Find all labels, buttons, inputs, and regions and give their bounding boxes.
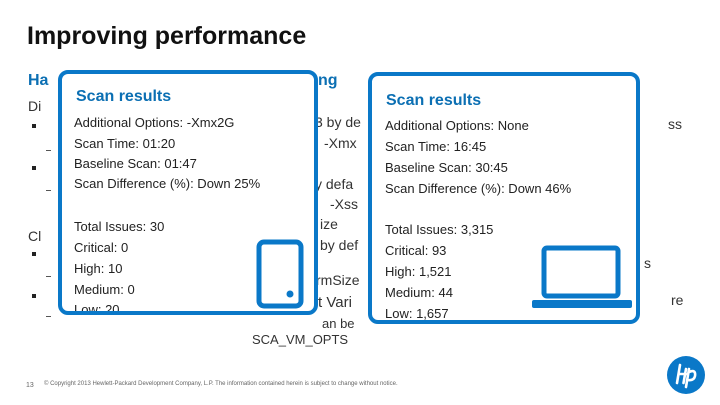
card-line-critical: Critical: 93 [385,243,446,258]
card-line-scan-time: Scan Time: 01:20 [74,136,175,151]
dash [46,316,51,317]
card-line-total-issues: Total Issues: 30 [74,219,164,234]
background-fragment: y defa [315,176,353,192]
card-line-high: High: 10 [74,261,122,276]
card-line-high: High: 1,521 [385,264,452,279]
dash [46,276,51,277]
background-fragment: -Xss [330,196,358,212]
background-heading-right: ng [318,72,338,90]
card-title: Scan results [76,88,171,106]
card-line-critical: Critical: 0 [74,240,128,255]
tablet-icon [255,238,305,310]
background-fragment: 3 by de [315,114,361,130]
bullet [32,252,36,256]
bullet [32,124,36,128]
dash [46,190,51,191]
hp-logo-icon [666,355,706,395]
card-line-additional-options: Additional Options: -Xmx2G [74,115,234,130]
card-line-medium: Medium: 44 [385,285,453,300]
bullet [32,166,36,170]
bullet [32,294,36,298]
scan-results-card-2: Scan results Additional Options: None Sc… [368,72,640,324]
background-fragment-right: re [671,292,683,308]
background-fragment: -Xmx [324,135,357,151]
card-line-scan-time: Scan Time: 16:45 [385,139,486,154]
card-line-medium: Medium: 0 [74,282,135,297]
card-line-baseline-scan: Baseline Scan: 01:47 [74,156,197,171]
slide-title: Improving performance [27,22,306,51]
card-line-scan-difference: Scan Difference (%): Down 46% [385,181,571,196]
background-fragment: SCA_VM_OPTS [252,332,348,347]
card-line-total-issues: Total Issues: 3,315 [385,222,493,237]
background-text-cl: Cl [28,228,41,244]
card-line-additional-options: Additional Options: None [385,118,529,133]
background-fragment: an be [322,316,355,331]
card-line-low: Low: 20 [74,302,120,315]
dash [46,150,51,151]
copyright-notice: © Copyright 2013 Hewlett-Packard Develop… [44,381,398,387]
laptop-icon [530,244,634,314]
scan-results-card-1: Scan results Additional Options: -Xmx2G … [58,70,318,315]
card-line-low: Low: 1,657 [385,306,449,321]
background-heading-left: Ha [28,72,48,90]
background-fragment-right: s [644,255,651,271]
card-line-scan-difference: Scan Difference (%): Down 25% [74,176,260,191]
background-fragment-right: ss [668,116,682,132]
background-fragment: rmSize [316,272,360,288]
background-fragment: ize [320,216,338,232]
page-number: 13 [26,382,34,389]
background-fragment: t Vari [318,294,352,311]
card-line-baseline-scan: Baseline Scan: 30:45 [385,160,508,175]
card-title: Scan results [386,92,481,110]
background-text-di: Di [28,98,41,114]
background-fragment: by def [320,237,358,253]
